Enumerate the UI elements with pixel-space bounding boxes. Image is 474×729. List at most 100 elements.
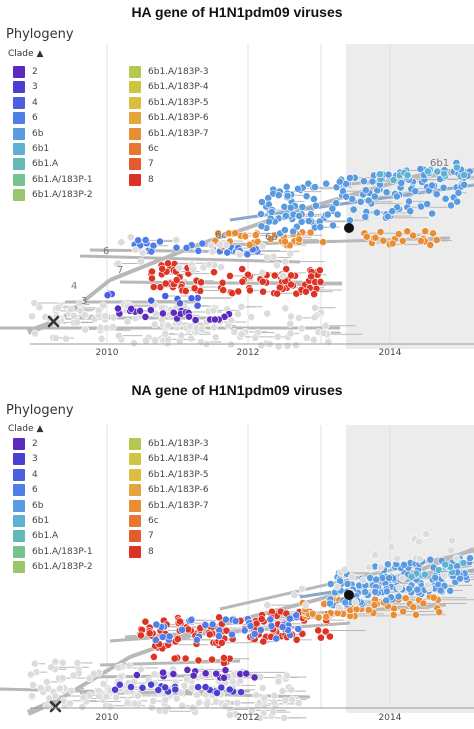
tree-node — [398, 236, 407, 245]
tree-node — [315, 266, 324, 275]
legend-item[interactable]: 6b1.A — [13, 157, 58, 171]
tree-node — [237, 302, 246, 311]
tree-node — [298, 203, 307, 211]
tree-node — [42, 702, 51, 711]
legend-label: 6b1.A/183P-1 — [32, 546, 93, 557]
tree-node — [364, 606, 373, 614]
legend-label: 7 — [148, 531, 154, 542]
legend-item[interactable]: 8 — [129, 545, 154, 559]
highlight-marker — [344, 590, 354, 600]
tree-node — [180, 681, 189, 690]
tree-node — [147, 680, 155, 689]
legend-item[interactable]: 7 — [129, 157, 154, 171]
tree-node — [311, 303, 319, 312]
tree-node — [400, 560, 408, 569]
legend-item[interactable]: 6b — [13, 127, 43, 141]
tree-node — [70, 312, 78, 320]
legend-item[interactable]: 6b1 — [13, 142, 49, 156]
legend-item[interactable]: 6b1.A/183P-1 — [13, 173, 93, 187]
root-marker-icon — [49, 700, 62, 713]
tree-node — [333, 582, 342, 591]
tree-node — [212, 669, 221, 678]
legend-item[interactable]: 6 — [13, 483, 38, 497]
legend-swatch — [13, 112, 25, 125]
tree-node — [182, 243, 191, 252]
legend-swatch — [13, 96, 25, 109]
legend-item[interactable]: 6 — [13, 111, 38, 125]
tree-node — [221, 702, 230, 711]
chevron-up-icon[interactable]: ▲ — [36, 424, 44, 434]
legend-item[interactable]: 6b1.A/183P-2 — [13, 560, 93, 574]
tree-node — [273, 261, 281, 270]
tree-node — [78, 702, 87, 711]
tree-node — [419, 599, 428, 608]
legend-item[interactable]: 6b1.A/183P-2 — [13, 188, 93, 202]
tree-node — [133, 691, 142, 700]
tree-node — [194, 246, 203, 255]
tree-node — [290, 591, 299, 599]
tree-node — [101, 312, 109, 320]
tree-node — [388, 239, 397, 248]
tree-node — [255, 713, 264, 722]
tree-node — [361, 588, 369, 596]
legend-item[interactable]: 6b1.A/183P-4 — [129, 80, 209, 94]
legend-item[interactable]: 8 — [129, 173, 154, 187]
chevron-up-icon[interactable]: ▲ — [36, 49, 44, 59]
legend-item[interactable]: 3 — [13, 452, 38, 466]
tree-node — [295, 211, 304, 220]
tree-node — [203, 700, 211, 708]
tree-node — [111, 685, 119, 694]
legend-item[interactable]: 4 — [13, 96, 38, 110]
legend-item[interactable]: 3 — [13, 80, 38, 94]
tree-node — [141, 236, 150, 244]
legend-item[interactable]: 6b1.A/183P-5 — [129, 96, 209, 110]
legend-item[interactable]: 6c — [129, 514, 159, 528]
tree-node — [436, 586, 445, 595]
tree-node — [175, 263, 183, 272]
tree-node — [415, 555, 424, 563]
tree-node — [265, 217, 273, 226]
tree-node — [238, 265, 247, 273]
legend-swatch — [13, 468, 25, 481]
tree-node — [426, 240, 435, 249]
legend-item[interactable]: 6b1.A/183P-5 — [129, 468, 209, 482]
tree-node — [137, 665, 145, 674]
tree-node — [267, 208, 276, 216]
legend-item[interactable]: 6b1.A/183P-3 — [129, 65, 209, 79]
legend-item[interactable]: 6b1.A/183P-7 — [129, 127, 209, 141]
phylogeny-label: Phylogeny — [6, 27, 74, 42]
tree-node — [102, 324, 111, 332]
legend-item[interactable]: 6b — [13, 499, 43, 513]
tree-node — [114, 304, 122, 313]
legend-item[interactable]: 6b1.A/183P-6 — [129, 111, 209, 125]
tree-node — [361, 212, 370, 221]
tree-node — [422, 530, 430, 538]
legend-item[interactable]: 6b1.A/183P-1 — [13, 545, 93, 559]
legend-label: 6b1.A/183P-7 — [148, 500, 209, 511]
tree-node — [322, 612, 331, 621]
legend-item[interactable]: 6b1.A/183P-7 — [129, 499, 209, 513]
tree-node — [28, 692, 36, 701]
tree-node — [236, 677, 245, 685]
legend-item[interactable]: 7 — [129, 529, 154, 543]
legend-item[interactable]: 6b1.A/183P-6 — [129, 483, 209, 497]
tree-node — [141, 336, 150, 345]
tree-node — [161, 683, 170, 692]
tree-node — [156, 237, 164, 246]
tree-node — [351, 598, 360, 607]
legend-item[interactable]: 2 — [13, 437, 38, 451]
legend-item[interactable]: 6c — [129, 142, 159, 156]
tree-node — [326, 599, 334, 608]
legend-item[interactable]: 6b1.A — [13, 529, 58, 543]
tree-node — [280, 226, 289, 234]
legend-item[interactable]: 6b1.A/183P-4 — [129, 452, 209, 466]
legend-item[interactable]: 6b1 — [13, 514, 49, 528]
legend-item[interactable]: 4 — [13, 468, 38, 482]
tree-nodes — [28, 158, 474, 351]
tree-node — [172, 276, 181, 284]
legend-swatch — [13, 484, 25, 497]
tree-node — [226, 271, 234, 280]
legend-item[interactable]: 2 — [13, 65, 38, 79]
legend-item[interactable]: 6b1.A/183P-3 — [129, 437, 209, 451]
tree-node — [345, 173, 354, 182]
